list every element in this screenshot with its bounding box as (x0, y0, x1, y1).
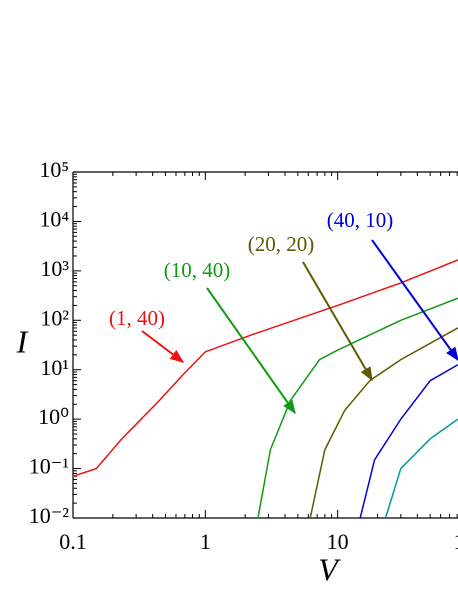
y-axis-label: I (16, 323, 29, 359)
data-line (73, 259, 458, 477)
y-tick-label: 10³ (40, 256, 69, 281)
data-line (384, 418, 458, 518)
x-axis-label: V (318, 551, 341, 587)
x-tick-label: 10 (327, 529, 349, 554)
y-tick-label: 10² (40, 305, 69, 330)
annotation: (40, 10) (327, 208, 394, 232)
annotation-arrow (371, 239, 458, 362)
y-tick-label: 10⁻¹ (29, 454, 69, 479)
y-tick-label: 10⁴ (39, 206, 69, 231)
annotation: (10, 40) (164, 258, 231, 282)
x-tick-label: 0.1 (59, 529, 87, 554)
y-tick-label: 10¹ (40, 355, 69, 380)
y-tick-label: 10⁻² (29, 503, 70, 528)
data-line (359, 364, 458, 518)
x-tick-label: 1 (200, 529, 211, 554)
x-tick-label: 100 (454, 529, 458, 554)
annotation-arrow (302, 261, 373, 382)
data-line (257, 297, 458, 518)
y-tick-label: 10⁵ (39, 157, 69, 182)
annotation: (1, 40) (109, 306, 165, 330)
data-line (309, 327, 458, 518)
annotation: (20, 20) (248, 232, 315, 256)
y-tick-label: 10⁰ (38, 404, 69, 429)
annotation-arrow (141, 330, 185, 363)
annotation-arrow (206, 287, 296, 415)
